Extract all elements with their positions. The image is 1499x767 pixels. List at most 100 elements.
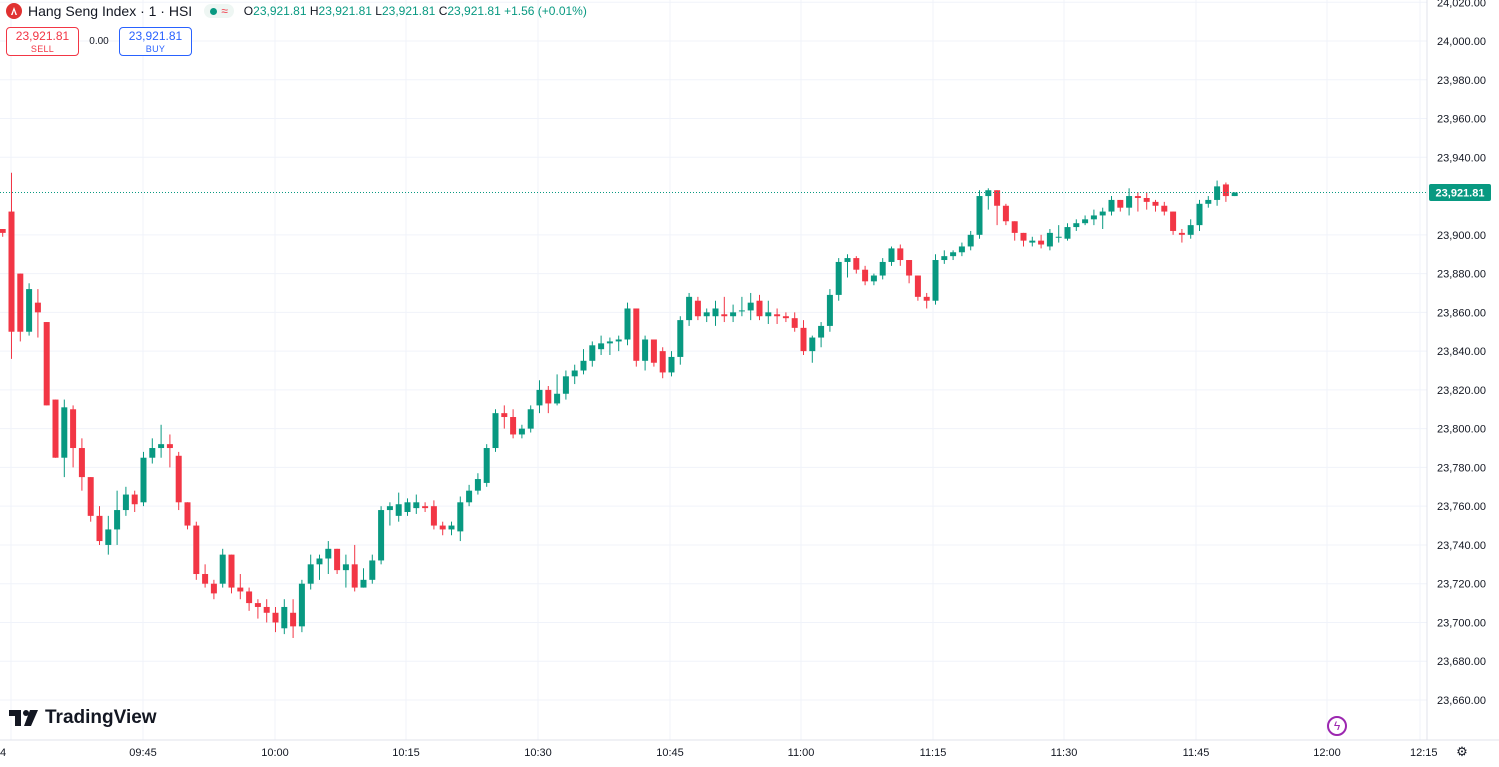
candle xyxy=(1205,196,1212,208)
candle-body xyxy=(290,612,297,627)
candle-body xyxy=(835,261,842,295)
candle xyxy=(87,477,94,522)
candle-body xyxy=(782,316,789,319)
gear-icon[interactable]: ⚙ xyxy=(1456,744,1468,759)
candle-body xyxy=(272,612,279,623)
candle xyxy=(862,265,869,286)
candle-body xyxy=(422,506,429,509)
candle-body xyxy=(263,606,270,613)
candle xyxy=(105,515,112,555)
candle xyxy=(263,599,270,623)
candle xyxy=(281,599,288,635)
candle xyxy=(184,502,191,530)
candle xyxy=(1134,192,1141,212)
candle xyxy=(1178,229,1185,243)
price-tick-label: 23,960.00 xyxy=(1437,114,1486,126)
candle-body xyxy=(1020,232,1027,241)
time-axis[interactable]: 09:45 10:00 10:15 10:30 10:45 11:00 11:15 11:30… xyxy=(0,747,1438,759)
candle xyxy=(888,246,895,266)
candle-body xyxy=(527,409,534,429)
trade-panel: 23,921.81 SELL 0.00 23,921.81 BUY xyxy=(6,27,192,56)
price-tick-label: 23,660.00 xyxy=(1437,695,1486,707)
lightning-icon[interactable]: ϟ xyxy=(1327,716,1347,736)
candle xyxy=(677,316,684,365)
candle-body xyxy=(166,444,173,449)
candle-body xyxy=(1011,221,1018,233)
price-tick-label: 23,980.00 xyxy=(1437,75,1486,87)
candle-body xyxy=(1134,196,1141,198)
open-label: O xyxy=(243,4,254,18)
candle-body xyxy=(1170,211,1177,231)
candle xyxy=(1231,192,1238,197)
candle xyxy=(52,399,59,458)
candle xyxy=(536,380,543,414)
candle xyxy=(562,370,569,400)
price-tick-label: 23,900.00 xyxy=(1437,230,1486,242)
candle-body xyxy=(228,554,235,588)
candle-body xyxy=(175,455,182,503)
price-tick-label: 23,800.00 xyxy=(1437,424,1486,436)
tradingview-logo-icon xyxy=(9,710,38,726)
candle xyxy=(298,579,305,633)
candle-body xyxy=(430,506,437,526)
candle xyxy=(114,490,121,545)
market-status[interactable]: ≈ xyxy=(204,4,234,18)
candle-body xyxy=(659,351,666,373)
symbol-title[interactable]: Hang Seng Index · 1 · HSI xyxy=(28,3,193,19)
candle xyxy=(307,554,314,590)
candle xyxy=(272,606,279,633)
candle-body xyxy=(571,370,578,377)
candle-body xyxy=(730,312,737,317)
change-value: +1.56 (+0.01%) xyxy=(504,4,587,18)
candle-body xyxy=(281,606,288,629)
candle-series xyxy=(0,172,1238,638)
candle-body xyxy=(756,300,763,317)
candle-body xyxy=(70,409,77,449)
sell-button[interactable]: 23,921.81 SELL xyxy=(6,27,79,56)
time-tick-label: 12:00 xyxy=(1313,747,1341,759)
candle xyxy=(254,599,261,619)
candle xyxy=(131,490,138,512)
candle xyxy=(149,438,156,464)
price-tick-label: 23,880.00 xyxy=(1437,269,1486,281)
candle xyxy=(879,258,886,280)
candle-body xyxy=(386,506,393,511)
candle-body xyxy=(1196,203,1203,226)
candle-body xyxy=(439,525,446,530)
candle xyxy=(316,554,323,580)
candle xyxy=(8,172,15,359)
hsi-logo-icon[interactable] xyxy=(6,3,22,19)
candle-body xyxy=(202,574,209,584)
candle-body xyxy=(193,525,200,575)
buy-button[interactable]: 23,921.81 BUY xyxy=(119,27,192,56)
time-tick-label: 10:15 xyxy=(392,747,420,759)
price-tick-label: 23,940.00 xyxy=(1437,152,1486,164)
candle xyxy=(545,386,552,414)
candle-body xyxy=(703,312,710,317)
tradingview-logo[interactable]: TradingView xyxy=(9,707,157,729)
candle xyxy=(826,289,833,332)
candle-body xyxy=(510,417,517,435)
candle xyxy=(844,254,851,278)
time-tick-label: 11:30 xyxy=(1051,747,1078,759)
candle-body xyxy=(298,583,305,627)
candle xyxy=(1161,201,1168,216)
candle xyxy=(334,548,341,575)
candle-body xyxy=(747,302,754,311)
candle xyxy=(527,405,534,433)
candle-body xyxy=(307,564,314,584)
candle-body xyxy=(677,320,684,357)
candle xyxy=(1055,225,1062,243)
candle xyxy=(166,434,173,468)
candle-body xyxy=(633,308,640,361)
candle-body xyxy=(105,529,112,545)
price-axis[interactable]: 24,020.00 24,000.00 23,980.00 23,960.00 23,9… xyxy=(1437,0,1486,707)
candle-body xyxy=(1117,199,1124,208)
candle-body xyxy=(0,229,6,233)
candle-body xyxy=(395,504,402,516)
candle xyxy=(386,502,393,526)
candle xyxy=(422,502,429,512)
candle-body xyxy=(826,294,833,326)
candle-body xyxy=(334,548,341,571)
